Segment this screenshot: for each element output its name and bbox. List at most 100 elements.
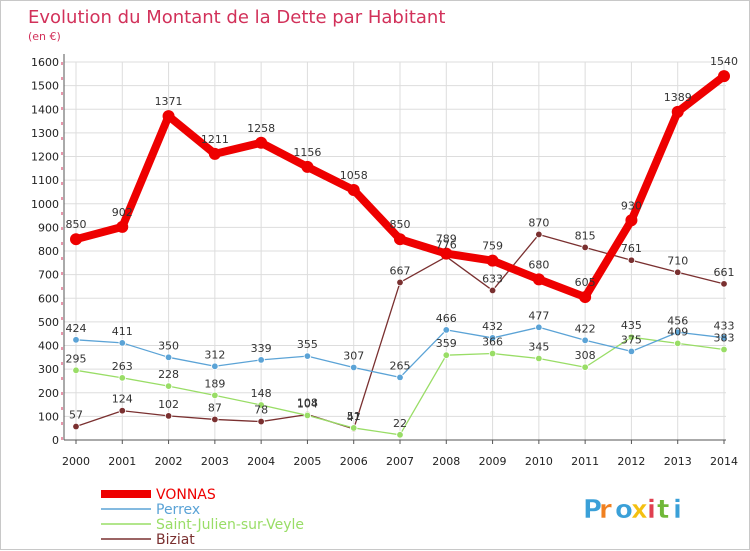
data-point xyxy=(720,345,728,354)
data-point xyxy=(488,349,497,358)
data-point xyxy=(118,374,126,382)
data-point xyxy=(581,336,589,345)
data-label: 57 xyxy=(69,409,83,422)
data-point xyxy=(303,411,312,420)
data-label: 124 xyxy=(112,393,133,406)
data-label: 102 xyxy=(158,398,179,411)
x-tick-label: 2012 xyxy=(617,455,645,468)
data-label: 680 xyxy=(528,258,549,271)
data-point xyxy=(72,422,80,431)
y-tick-label: 500 xyxy=(38,316,59,329)
x-tick-label: 2009 xyxy=(479,455,507,468)
data-label: 424 xyxy=(66,322,87,335)
logo-letter: i xyxy=(673,495,682,525)
y-tick-label: 1300 xyxy=(31,127,59,140)
data-point xyxy=(118,407,126,415)
data-point xyxy=(581,243,589,252)
data-label: 477 xyxy=(528,309,549,322)
data-point xyxy=(162,110,175,123)
x-tick-label: 2007 xyxy=(386,455,414,468)
data-point xyxy=(535,354,543,363)
data-point xyxy=(255,136,268,149)
data-label: 345 xyxy=(528,340,549,353)
data-label: 265 xyxy=(390,359,411,372)
data-label: 411 xyxy=(112,325,133,338)
x-tick-label: 2011 xyxy=(571,455,599,468)
data-label: 789 xyxy=(436,233,457,246)
data-label: 815 xyxy=(575,229,596,242)
data-label: 295 xyxy=(66,352,87,365)
data-label: 761 xyxy=(621,242,642,255)
y-tick-label: 1600 xyxy=(31,56,59,69)
data-point xyxy=(257,356,265,364)
data-point xyxy=(257,401,265,409)
data-point xyxy=(625,214,638,227)
data-point xyxy=(396,373,404,382)
data-point xyxy=(350,424,358,432)
x-tick-label: 2014 xyxy=(710,455,738,468)
logo-letter: r xyxy=(599,495,612,525)
data-point xyxy=(164,382,173,390)
data-point xyxy=(671,105,684,118)
data-point xyxy=(720,334,728,342)
data-label: 355 xyxy=(297,338,318,351)
data-label: 633 xyxy=(482,272,503,285)
data-point xyxy=(118,339,126,347)
x-tick-label: 2001 xyxy=(108,455,136,468)
data-point xyxy=(718,70,730,83)
data-label: 51 xyxy=(347,410,361,423)
data-label: 22 xyxy=(393,417,407,430)
data-label: 359 xyxy=(436,337,457,350)
data-point xyxy=(442,351,450,359)
data-point xyxy=(211,362,219,370)
data-point xyxy=(396,431,404,439)
data-label: 383 xyxy=(714,332,735,345)
data-label: 850 xyxy=(66,218,87,231)
logo-letter: t xyxy=(657,495,669,525)
y-tick-label: 300 xyxy=(38,363,59,376)
proxiti-logo: Pr ox i t i xyxy=(583,495,682,526)
data-point xyxy=(674,328,682,336)
data-point xyxy=(72,366,80,375)
logo-letter: x xyxy=(631,495,648,525)
data-point xyxy=(211,415,219,424)
data-point xyxy=(208,147,221,160)
data-label: 710 xyxy=(667,254,688,267)
data-label: 902 xyxy=(112,206,133,219)
data-label: 339 xyxy=(251,342,272,355)
data-point xyxy=(394,233,406,246)
data-label: 466 xyxy=(436,312,457,325)
legend-label: VONNAS xyxy=(156,487,216,503)
data-label: 148 xyxy=(251,387,272,400)
y-tick-label: 1500 xyxy=(31,80,59,93)
x-tick-label: 2004 xyxy=(247,455,275,468)
data-labels: 57 124 102 87 78 108 47 667 776 633 870 815 761 710 66… xyxy=(66,55,739,430)
data-label: 409 xyxy=(667,325,688,338)
series-group xyxy=(70,70,730,439)
data-point xyxy=(301,160,314,173)
data-point xyxy=(627,347,636,356)
y-tick-label: 1100 xyxy=(31,174,59,187)
data-point xyxy=(674,268,682,276)
data-point xyxy=(674,339,682,348)
data-point xyxy=(579,291,592,304)
data-label: 432 xyxy=(482,320,503,333)
data-point xyxy=(257,417,265,426)
data-point xyxy=(396,278,404,287)
data-point xyxy=(532,273,545,286)
y-tick-label: 1200 xyxy=(31,151,59,164)
x-tick-label: 2005 xyxy=(293,455,321,468)
axes: 0 100 200 300 400 500 600 700 800 900 1000 1100 1200… xyxy=(31,54,738,468)
data-point xyxy=(488,334,497,342)
logo-letter: o xyxy=(615,495,633,525)
data-label: 1258 xyxy=(247,122,275,135)
data-point xyxy=(164,412,173,420)
data-label: 78 xyxy=(254,404,268,417)
data-label: 1371 xyxy=(155,95,183,108)
data-label: 870 xyxy=(528,216,549,229)
data-point xyxy=(116,220,129,233)
data-point xyxy=(535,323,543,332)
data-label: 433 xyxy=(714,320,735,333)
data-label: 228 xyxy=(158,368,179,381)
